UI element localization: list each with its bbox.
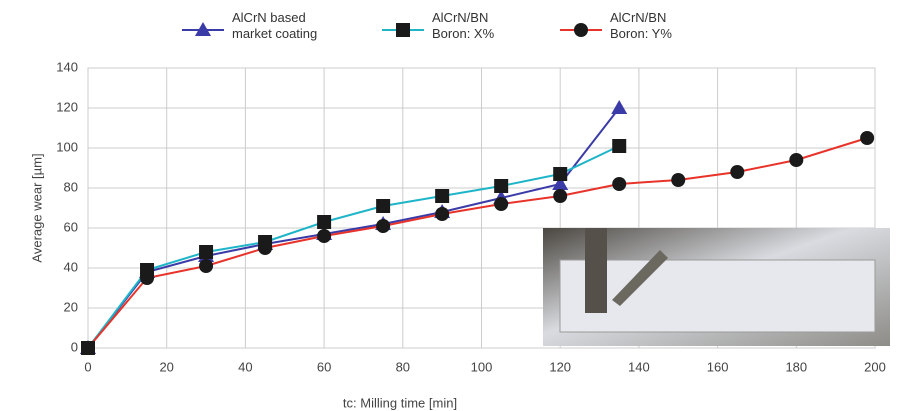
data-point bbox=[612, 139, 627, 153]
data-point bbox=[435, 207, 450, 221]
legend-symbol bbox=[560, 23, 602, 37]
x-tick-label: 120 bbox=[549, 359, 571, 374]
x-axis-label: tc: Milling time [min] bbox=[343, 395, 457, 410]
x-tick-label: 0 bbox=[84, 359, 91, 374]
x-tick-label: 200 bbox=[864, 359, 886, 374]
data-point bbox=[611, 100, 628, 114]
y-tick-label: 120 bbox=[56, 99, 78, 114]
data-point bbox=[140, 271, 155, 285]
data-point bbox=[376, 219, 391, 233]
data-point bbox=[553, 189, 568, 203]
data-point bbox=[552, 176, 569, 190]
legend-marker bbox=[195, 22, 211, 36]
series-line bbox=[87, 107, 621, 349]
x-tick-label: 140 bbox=[628, 359, 650, 374]
data-point bbox=[671, 173, 686, 187]
data-point bbox=[494, 197, 509, 211]
legend-label: AlCrN based market coating bbox=[232, 10, 318, 41]
data-point bbox=[435, 189, 450, 203]
y-tick-label: 80 bbox=[64, 179, 78, 194]
y-tick-label: 40 bbox=[64, 259, 78, 274]
x-tick-label: 160 bbox=[707, 359, 729, 374]
legend-label: AlCrN/BN Boron: Y% bbox=[610, 10, 672, 41]
data-point bbox=[376, 199, 391, 213]
data-point bbox=[553, 167, 568, 181]
data-point bbox=[730, 165, 745, 179]
data-point bbox=[860, 131, 875, 145]
photo-plate bbox=[559, 259, 876, 333]
legend-symbol bbox=[182, 22, 224, 36]
data-point bbox=[81, 341, 95, 355]
series-line bbox=[87, 145, 620, 349]
y-tick-label: 100 bbox=[56, 139, 78, 154]
x-tick-label: 100 bbox=[471, 359, 493, 374]
inset-photo bbox=[543, 228, 890, 346]
y-tick-label: 60 bbox=[64, 219, 78, 234]
x-tick-label: 40 bbox=[238, 359, 252, 374]
photo-chip bbox=[612, 250, 668, 306]
data-point bbox=[494, 179, 509, 193]
x-tick-label: 60 bbox=[317, 359, 331, 374]
x-tick-label: 80 bbox=[396, 359, 410, 374]
series-line bbox=[87, 137, 868, 349]
legend-marker bbox=[396, 23, 410, 37]
legend-label: AlCrN/BN Boron: X% bbox=[432, 10, 495, 41]
data-point bbox=[612, 177, 627, 191]
data-point bbox=[317, 229, 332, 243]
legend-marker bbox=[574, 23, 588, 37]
y-tick-label: 140 bbox=[56, 59, 78, 74]
data-point bbox=[199, 245, 214, 259]
data-point bbox=[789, 153, 804, 167]
y-tick-label: 20 bbox=[64, 299, 78, 314]
y-tick-label: 0 bbox=[71, 339, 78, 354]
x-tick-label: 20 bbox=[159, 359, 173, 374]
legend-symbol bbox=[382, 23, 424, 37]
y-axis-label: Average wear [µm] bbox=[29, 153, 44, 262]
data-point bbox=[258, 241, 273, 255]
x-tick-label: 180 bbox=[785, 359, 807, 374]
photo-spindle bbox=[585, 228, 607, 313]
data-point bbox=[199, 259, 214, 273]
data-point bbox=[317, 215, 332, 229]
